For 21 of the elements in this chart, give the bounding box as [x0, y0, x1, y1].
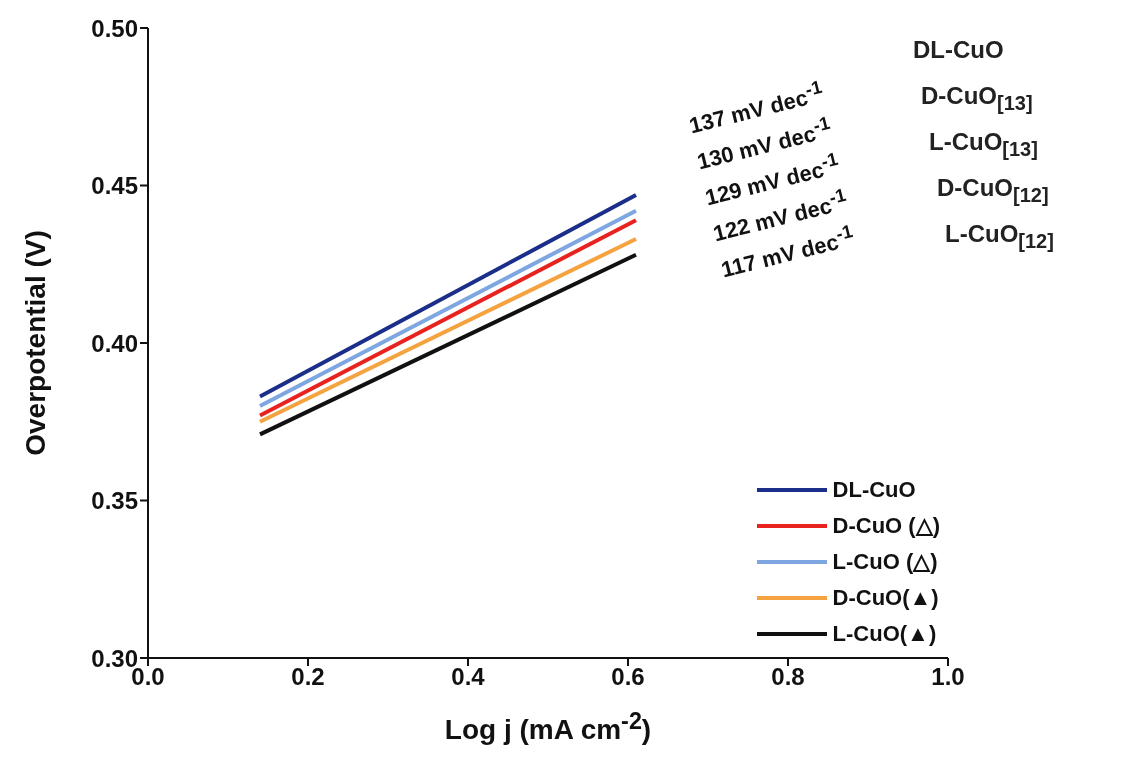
- legend-label: D-CuO(▲): [832, 585, 939, 611]
- annotation: D-CuO$_{[12]}$: [937, 174, 1049, 207]
- legend-label: L-CuO (△): [832, 549, 938, 575]
- y-tick-label: 0.35: [91, 487, 138, 515]
- legend-label: L-CuO(▲): [832, 621, 937, 647]
- annotation: L-CuO$_{[13]}$: [929, 128, 1038, 161]
- y-tick-label: 0.45: [91, 172, 138, 200]
- x-tick-label: 0.8: [771, 663, 805, 691]
- legend-label: D-CuO (△): [832, 513, 940, 539]
- x-tick-label: 0.4: [451, 663, 486, 691]
- y-axis-title: Overpotential (V): [20, 230, 52, 456]
- x-tick-label: 0.6: [611, 663, 645, 691]
- y-tick-label: 0.50: [91, 14, 138, 42]
- annotation: L-CuO$_{[12]}$: [945, 220, 1054, 253]
- x-tick-label: 0.2: [291, 663, 325, 691]
- x-axis-title: Log j (mA cm$^{-2}$): [443, 708, 653, 747]
- x-tick-label: 1.0: [931, 663, 965, 691]
- annotation: DL-CuO: [913, 36, 1004, 64]
- annotation: D-CuO$_{[13]}$: [921, 82, 1033, 115]
- y-tick-label: 0.40: [91, 329, 138, 357]
- legend-label: DL-CuO: [832, 477, 916, 503]
